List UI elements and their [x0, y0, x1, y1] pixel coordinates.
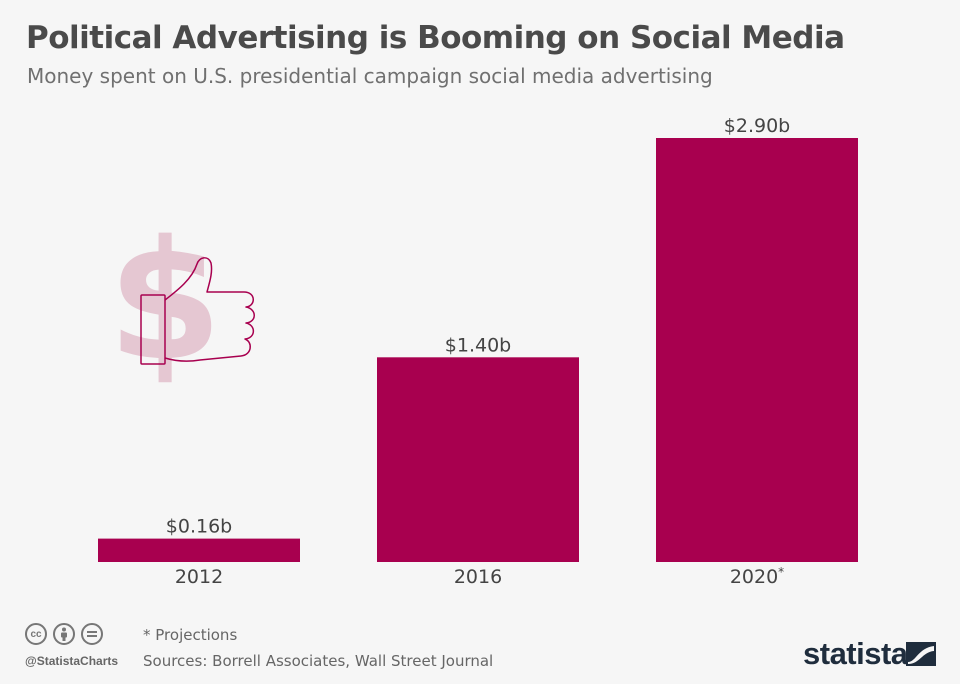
bar-2020 — [656, 138, 858, 562]
value-label-2012: $0.16b — [166, 516, 232, 538]
statista-logo-icon — [906, 642, 936, 666]
bar-chart: $ $0.16b 2012 $1.40b 2016 $2.90b 2020* — [98, 115, 858, 588]
source-note: Sources: Borrell Associates, Wall Street… — [143, 652, 494, 670]
category-label-2012: 2012 — [175, 566, 223, 588]
bar-2012 — [98, 538, 300, 562]
license-icons: cc — [25, 623, 103, 645]
chart-subtitle: Money spent on U.S. presidential campaig… — [27, 64, 713, 88]
category-label-2016: 2016 — [454, 566, 502, 588]
chart-title: Political Advertising is Booming on Soci… — [26, 20, 845, 56]
projection-note: * Projections — [143, 626, 238, 644]
category-label-2020: 2020* — [730, 565, 784, 588]
cc-icon: cc — [25, 623, 47, 645]
value-label-2016: $1.40b — [445, 334, 511, 356]
no-derivatives-icon — [81, 623, 103, 645]
value-label-2020: $2.90b — [724, 115, 790, 137]
bar-2016 — [377, 357, 579, 562]
statista-logo[interactable]: statista — [803, 636, 908, 671]
social-handle[interactable]: @StatistaCharts — [25, 654, 119, 668]
attribution-icon — [53, 623, 75, 645]
dollar-thumbs-up-icon: $ — [108, 205, 255, 397]
projection-marker: * — [778, 565, 784, 579]
